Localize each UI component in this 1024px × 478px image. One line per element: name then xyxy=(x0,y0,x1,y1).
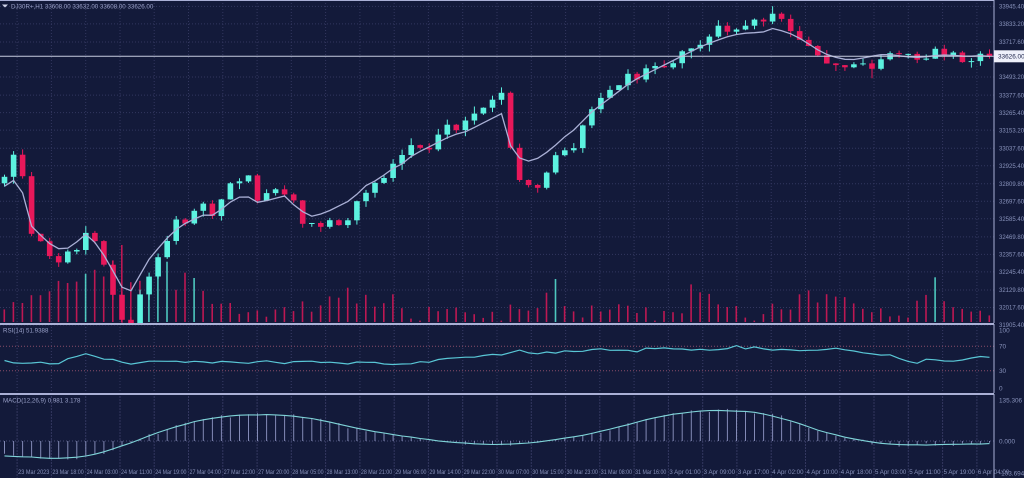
svg-text:4 Apr 18:00: 4 Apr 18:00 xyxy=(841,470,873,476)
svg-text:33265.40: 33265.40 xyxy=(999,111,1024,117)
svg-text:32925.40: 32925.40 xyxy=(999,164,1024,170)
svg-text:31 Mar 16:00: 31 Mar 16:00 xyxy=(635,470,667,476)
svg-text:3 Apr 09:00: 3 Apr 09:00 xyxy=(704,470,736,476)
svg-text:33153.20: 33153.20 xyxy=(999,128,1024,134)
svg-text:31 Mar 08:00: 31 Mar 08:00 xyxy=(601,470,633,476)
svg-text:32469.80: 32469.80 xyxy=(999,235,1024,241)
svg-text:33377.60: 33377.60 xyxy=(999,93,1024,99)
svg-text:70: 70 xyxy=(999,344,1007,351)
svg-text:3 Apr 01:00: 3 Apr 01:00 xyxy=(669,470,701,476)
svg-text:32697.60: 32697.60 xyxy=(999,200,1024,206)
svg-text:29 Mar 22:00: 29 Mar 22:00 xyxy=(464,470,496,476)
svg-text:33833.20: 33833.20 xyxy=(999,22,1024,28)
svg-text:24 Mar 03:00: 24 Mar 03:00 xyxy=(87,470,119,476)
svg-text:MACD(12,26,9) 0.981 3.178: MACD(12,26,9) 0.981 3.178 xyxy=(3,398,81,405)
svg-text:29 Mar 06:00: 29 Mar 06:00 xyxy=(395,470,427,476)
svg-text:27 Mar 12:00: 27 Mar 12:00 xyxy=(224,470,256,476)
svg-text:30: 30 xyxy=(999,368,1007,375)
svg-text:3 Apr 17:00: 3 Apr 17:00 xyxy=(738,470,770,476)
svg-text:32129.80: 32129.80 xyxy=(999,288,1024,294)
svg-text:30 Mar 15:00: 30 Mar 15:00 xyxy=(532,470,564,476)
svg-text:32017.60: 32017.60 xyxy=(999,306,1024,312)
svg-text:32809.80: 32809.80 xyxy=(999,182,1024,188)
svg-text:28 Mar 13:00: 28 Mar 13:00 xyxy=(327,470,359,476)
svg-text:4 Apr 02:00: 4 Apr 02:00 xyxy=(772,470,804,476)
svg-text:27 Mar 04:00: 27 Mar 04:00 xyxy=(190,470,222,476)
svg-text:0.000: 0.000 xyxy=(999,438,1015,445)
svg-text:33626.00: 33626.00 xyxy=(998,54,1024,61)
svg-text:DJ30R+,H1 33608.00 33632.00 3: DJ30R+,H1 33608.00 33632.00 33608.00 336… xyxy=(11,3,154,10)
svg-text:33945.40: 33945.40 xyxy=(999,5,1024,11)
svg-text:24 Mar 11:00: 24 Mar 11:00 xyxy=(121,470,153,476)
svg-text:27 Mar 20:00: 27 Mar 20:00 xyxy=(258,470,290,476)
svg-text:32357.60: 32357.60 xyxy=(999,253,1024,259)
svg-text:28 Mar 05:00: 28 Mar 05:00 xyxy=(292,470,324,476)
svg-text:33717.60: 33717.60 xyxy=(999,40,1024,46)
svg-text:5 Apr 03:00: 5 Apr 03:00 xyxy=(875,470,907,476)
svg-text:23 Mar 18:00: 23 Mar 18:00 xyxy=(52,470,84,476)
svg-text:33493.20: 33493.20 xyxy=(999,75,1024,81)
svg-text:23 Mar 2023: 23 Mar 2023 xyxy=(18,470,50,476)
svg-text:0: 0 xyxy=(999,385,1003,392)
svg-text:29 Mar 14:00: 29 Mar 14:00 xyxy=(429,470,461,476)
svg-text:135.306: 135.306 xyxy=(999,397,1023,404)
svg-text:6 Apr 04:00: 6 Apr 04:00 xyxy=(978,470,1010,476)
svg-text:RSI(14) 51.9388: RSI(14) 51.9388 xyxy=(3,328,49,335)
svg-text:5 Apr 19:00: 5 Apr 19:00 xyxy=(944,470,976,476)
svg-text:30 Mar 07:00: 30 Mar 07:00 xyxy=(498,470,530,476)
svg-text:28 Mar 21:00: 28 Mar 21:00 xyxy=(361,470,393,476)
svg-text:4 Apr 10:00: 4 Apr 10:00 xyxy=(807,470,839,476)
svg-text:30 Mar 23:00: 30 Mar 23:00 xyxy=(567,470,599,476)
svg-text:32585.40: 32585.40 xyxy=(999,217,1024,223)
svg-text:33037.60: 33037.60 xyxy=(999,146,1024,152)
svg-text:100: 100 xyxy=(999,327,1010,334)
svg-text:5 Apr 11:00: 5 Apr 11:00 xyxy=(909,470,941,476)
svg-text:32245.40: 32245.40 xyxy=(999,270,1024,276)
svg-text:24 Mar 19:00: 24 Mar 19:00 xyxy=(155,470,187,476)
